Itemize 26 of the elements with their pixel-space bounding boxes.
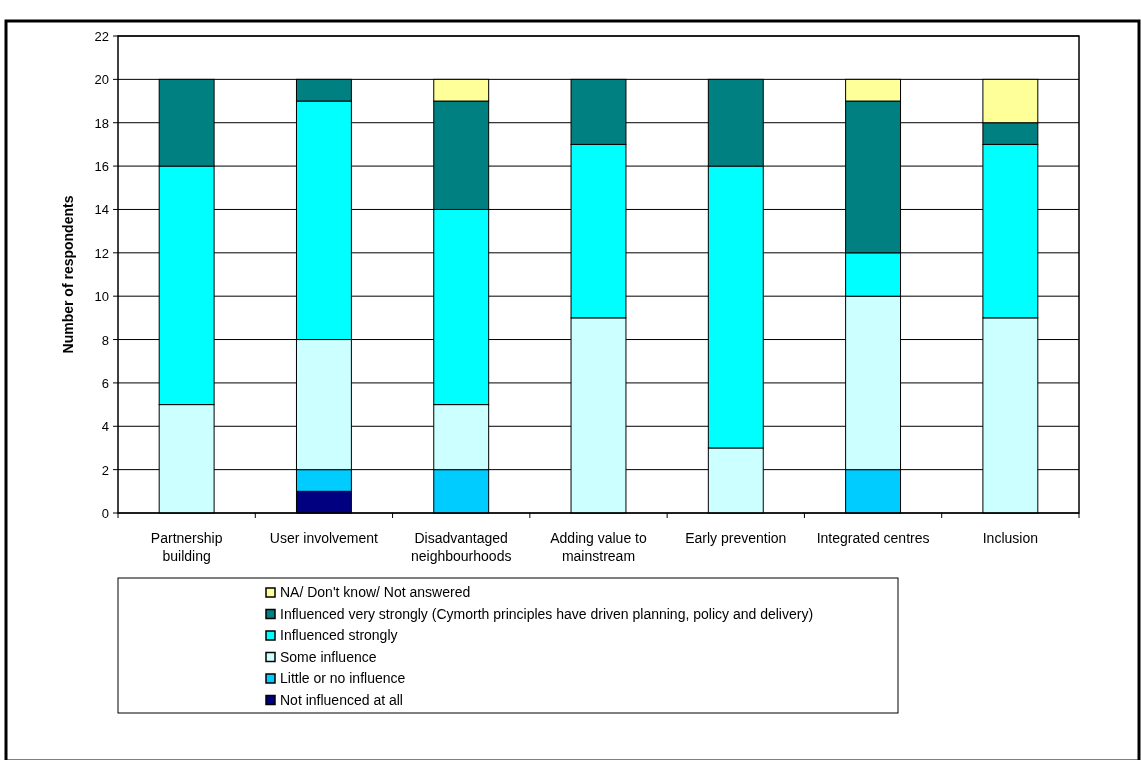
y-tick-label: 12 xyxy=(94,245,109,261)
x-tick-label: Partnership building xyxy=(150,530,223,564)
x-tick-label: Inclusion xyxy=(982,530,1038,546)
legend-label: Not influenced at all xyxy=(280,691,403,708)
legend-label: Influenced very strongly (Cymorth principles have driven planning, policy and delivery) xyxy=(280,605,814,622)
y-tick-label: 10 xyxy=(94,289,109,305)
y-axis-title: Number of respondents xyxy=(60,195,76,354)
legend-label: Little or no influence xyxy=(280,670,406,686)
y-tick-label: 2 xyxy=(101,462,109,478)
legend-label: Some influence xyxy=(280,648,377,665)
x-tick-label: Integrated centres xyxy=(816,530,930,546)
y-tick-label: 4 xyxy=(101,419,109,435)
x-tick-label: User involvement xyxy=(269,530,379,546)
legend-label: Influenced strongly xyxy=(280,627,398,643)
legend-label: NA/ Don't know/ Not answered xyxy=(280,584,471,600)
y-tick-label: 8 xyxy=(101,332,109,348)
y-tick-label: 18 xyxy=(94,115,109,131)
y-tick-label: 14 xyxy=(94,202,109,218)
y-tick-label: 0 xyxy=(101,506,109,521)
y-tick-label: 6 xyxy=(101,375,109,391)
y-tick-label: 16 xyxy=(94,159,109,175)
x-tick-label: Adding value to mainstream xyxy=(550,530,647,564)
y-tick-label: 22 xyxy=(94,29,109,44)
x-tick-label: Disadvantaged neighbourhoods xyxy=(411,530,512,564)
y-tick-label: 20 xyxy=(94,72,109,88)
x-tick-label: Early prevention xyxy=(685,530,787,546)
